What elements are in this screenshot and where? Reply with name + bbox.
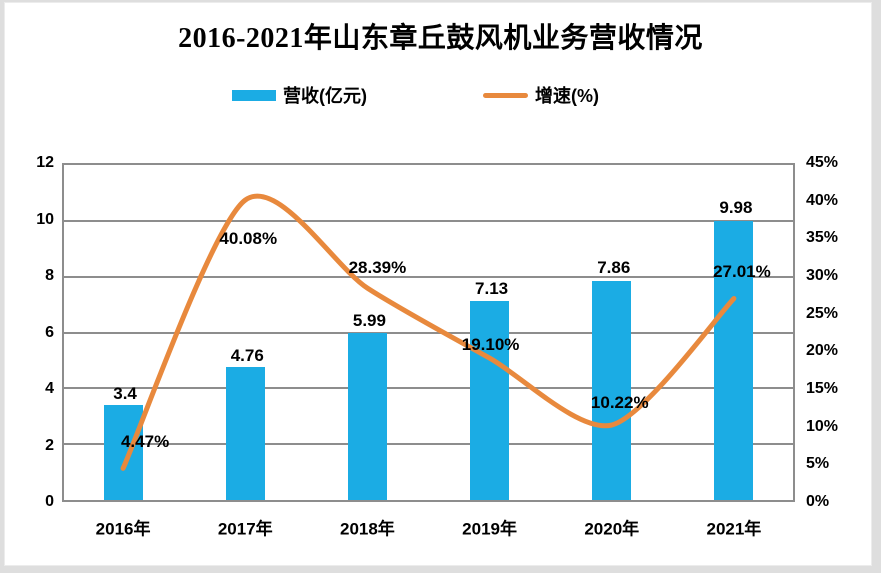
x-axis-label-2021年: 2021年	[706, 519, 762, 539]
right-axis-tick: 25%	[806, 304, 839, 322]
gridline	[64, 331, 793, 334]
bar-2018年	[347, 332, 387, 500]
right-axis-tick: 0%	[806, 493, 830, 510]
left-axis-tick: 10	[36, 210, 54, 228]
left-axis-tick: 8	[45, 267, 54, 284]
right-axis-tick: 40%	[806, 191, 839, 209]
growth-value-label: 40.08%	[219, 229, 278, 249]
growth-value-label: 10.22%	[590, 393, 649, 412]
growth-value-label: 4.47%	[120, 432, 170, 452]
left-axis-tick: 4	[45, 380, 54, 397]
gridline	[64, 387, 793, 390]
bar-value-label: 5.99	[352, 310, 386, 330]
bar-value-label: 7.13	[475, 278, 509, 298]
right-axis-tick: 30%	[806, 267, 839, 284]
growth-value-label: 28.39%	[348, 258, 407, 278]
left-axis-tick: 2	[45, 436, 54, 454]
left-axis-tick: 6	[45, 323, 54, 341]
x-axis-label-2016年: 2016年	[95, 519, 151, 539]
bar-value-label: 4.76	[230, 345, 264, 365]
gridline	[64, 219, 793, 222]
gridline	[64, 443, 793, 446]
right-axis-tick: 10%	[806, 417, 839, 435]
right-axis-tick: 20%	[806, 342, 839, 360]
legend-item-revenue: 营收(亿元)	[232, 83, 367, 107]
chart-title: 2016-2021年山东章丘鼓风机业务营收情况	[178, 23, 703, 54]
left-axis-tick: 0	[45, 493, 54, 510]
growth-value-label: 19.10%	[461, 335, 520, 355]
x-axis-label-2020年: 2020年	[584, 519, 640, 539]
bar-value-label: 7.86	[597, 257, 631, 277]
growth-value-label: 27.01%	[713, 261, 771, 281]
right-axis-tick: 5%	[806, 455, 830, 473]
gridline	[64, 275, 793, 278]
x-axis-label-2019年: 2019年	[462, 519, 517, 539]
bar-2020年	[592, 280, 632, 500]
revenue-bar-swatch-icon	[232, 89, 276, 101]
right-axis-tick: 45%	[806, 154, 839, 171]
bar-2019年	[470, 300, 510, 500]
bar-value-label: 9.98	[719, 198, 753, 218]
bar-2017年	[225, 367, 265, 500]
right-axis-tick: 15%	[806, 380, 839, 397]
legend-item-growth: 增速(%)	[483, 83, 599, 107]
bar-2016年	[103, 405, 143, 500]
plot-area	[62, 163, 795, 502]
x-axis-label-2018年: 2018年	[339, 519, 395, 539]
left-axis-tick: 12	[36, 154, 54, 171]
growth-line-swatch-icon	[483, 92, 528, 98]
right-axis-tick: 35%	[806, 229, 839, 247]
x-axis-label-2017年: 2017年	[217, 519, 273, 539]
legend-growth-label: 增速(%)	[535, 86, 599, 106]
legend-revenue-label: 营收(亿元)	[283, 86, 367, 106]
bar-value-label: 3.4	[113, 383, 137, 403]
